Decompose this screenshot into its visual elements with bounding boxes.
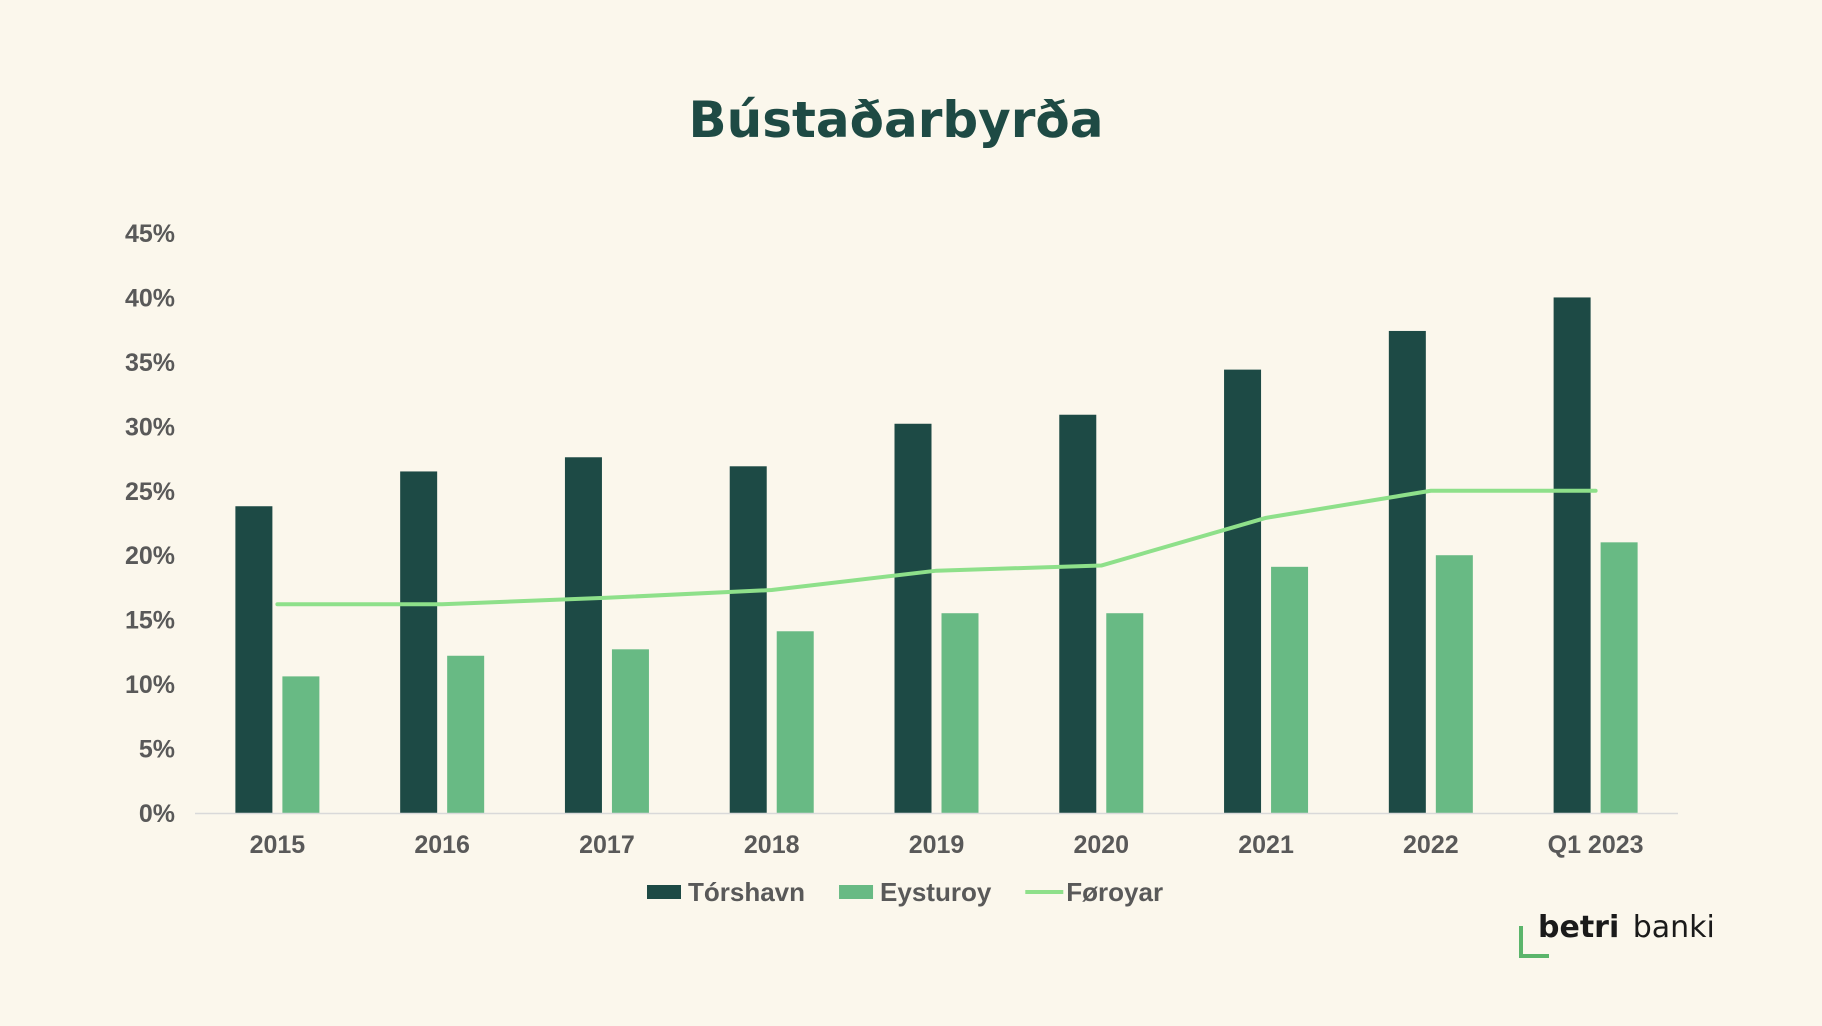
- y-tick-label: 20%: [125, 542, 175, 570]
- bar-tórshavn-2016: [400, 471, 438, 813]
- bar-tórshavn-2021: [1224, 369, 1262, 813]
- plot-area: [195, 297, 1678, 815]
- line-føroyar: [275, 488, 1598, 607]
- chart-title: Bústaðarbyrða: [689, 91, 1104, 149]
- bar-eysturoy-2015: [282, 676, 320, 813]
- y-tick-label: 5%: [139, 736, 175, 764]
- legend-label: Føroyar: [1066, 877, 1163, 907]
- x-tick-label: 2016: [414, 831, 470, 859]
- x-tick-label: 2022: [1403, 831, 1459, 859]
- y-axis-labels: 0% 5% 10% 15% 20% 25% 30% 35% 40% 45%: [125, 220, 175, 828]
- y-tick-label: 35%: [125, 349, 175, 377]
- x-tick-label: 2015: [250, 831, 306, 859]
- bar-eysturoy-2020: [1106, 613, 1144, 813]
- x-tick-label: 2018: [744, 831, 800, 859]
- bar-eysturoy-2019: [941, 613, 979, 813]
- y-tick-label: 0%: [139, 800, 175, 828]
- bar-eysturoy-2016: [447, 655, 485, 813]
- brand-normal-word: banki: [1633, 910, 1715, 945]
- legend-label: Eysturoy: [880, 877, 992, 907]
- y-tick-label: 25%: [125, 478, 175, 506]
- bar-tórshavn-q1-2023: [1553, 297, 1591, 813]
- legend-swatch-eysturoy: [839, 885, 874, 899]
- bar-tórshavn-2020: [1059, 414, 1097, 813]
- x-tick-label: 2019: [909, 831, 965, 859]
- x-tick-label: 2020: [1073, 831, 1129, 859]
- legend: Tórshavn Eysturoy Føroyar: [647, 877, 1163, 907]
- legend-swatch-tórshavn: [647, 885, 681, 899]
- bar-eysturoy-2018: [776, 631, 814, 813]
- bar-eysturoy-2022: [1435, 555, 1473, 813]
- brand-logo: betri banki: [1519, 910, 1715, 958]
- x-tick-label: 2021: [1238, 831, 1294, 859]
- y-tick-label: 15%: [125, 607, 175, 635]
- y-tick-label: 30%: [125, 413, 175, 441]
- bar-eysturoy-2021: [1271, 566, 1309, 813]
- y-tick-label: 10%: [125, 671, 175, 699]
- bar-tórshavn-2022: [1388, 330, 1426, 813]
- y-tick-label: 40%: [125, 284, 175, 312]
- x-axis-labels: 2015 2016 2017 2018 2019 2020 2021 2022 Q1 2023: [250, 831, 1644, 859]
- bar-tórshavn-2018: [729, 466, 767, 813]
- x-tick-label: 2017: [579, 831, 635, 859]
- bar-eysturoy-2017: [611, 649, 649, 813]
- brand-corner-mark: [1519, 926, 1549, 958]
- bar-eysturoy-q1-2023: [1600, 542, 1638, 813]
- brand-bold-word: betri: [1538, 910, 1619, 945]
- x-tick-label: Q1 2023: [1548, 831, 1644, 859]
- y-tick-label: 45%: [125, 220, 175, 248]
- bar-tórshavn-2019: [894, 423, 932, 813]
- brand-wordmark: betri banki: [1538, 910, 1715, 945]
- bar-tórshavn-2015: [235, 506, 273, 813]
- bar-tórshavn-2017: [564, 457, 602, 813]
- legend-label: Tórshavn: [688, 877, 805, 907]
